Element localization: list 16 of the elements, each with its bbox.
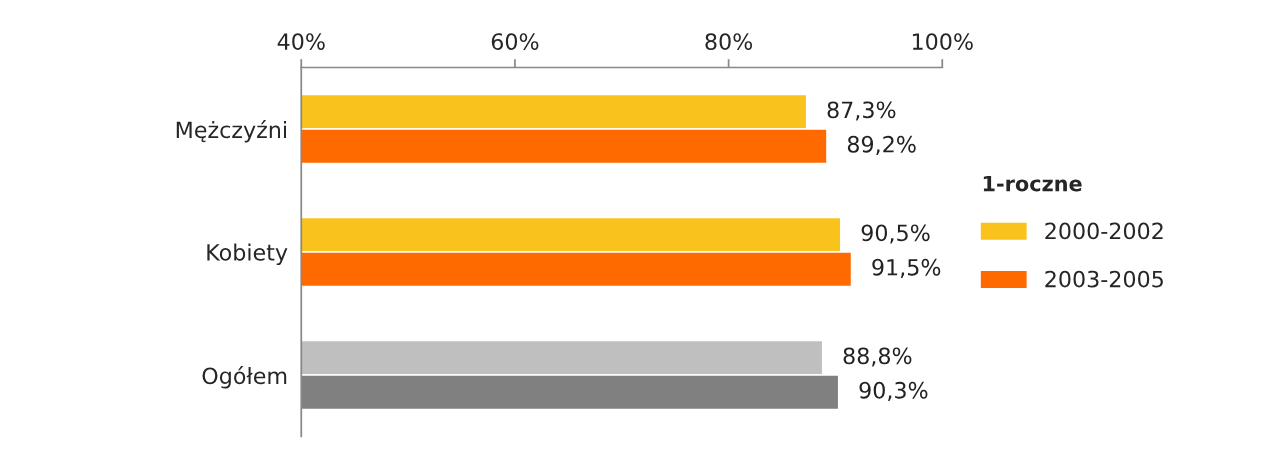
x-tick-label: 40% — [277, 33, 325, 50]
x-tick-label: 60% — [491, 33, 539, 50]
data-label: 90,3% — [859, 381, 928, 401]
data-label: 90,5% — [861, 224, 930, 244]
data-label: 89,2% — [847, 135, 916, 155]
data-label: 88,8% — [843, 347, 912, 367]
data-label: 87,3% — [827, 101, 896, 121]
y-tick-label: Mężczyźni — [176, 120, 286, 143]
y-tick-label: Kobiety — [207, 243, 288, 266]
y-tick-label: Ogółem — [202, 366, 287, 389]
data-label: 91,5% — [872, 258, 941, 278]
x-tick-label: 100% — [912, 33, 973, 50]
x-tick-label: 80% — [705, 33, 753, 50]
legend-label: 2000-2002 — [1045, 222, 1163, 240]
legend-title: 1-roczne — [983, 175, 1082, 192]
legend-label: 2003-2005 — [1045, 270, 1163, 288]
